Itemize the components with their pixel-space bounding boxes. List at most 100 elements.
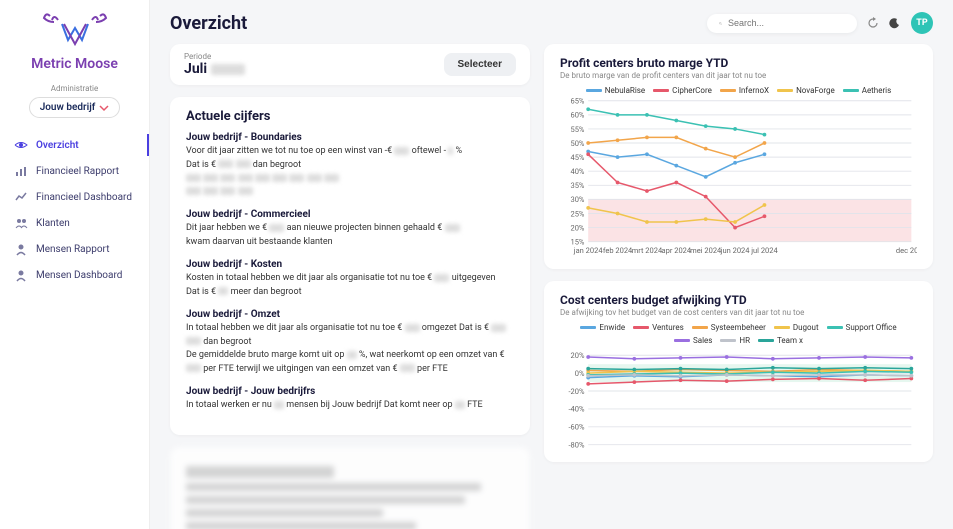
sidebar-item-financieel-dashboard[interactable]: Financieel Dashboard xyxy=(0,184,149,210)
moose-logo-icon xyxy=(40,10,110,50)
info-block: Jouw bedrijf - Commercieel Dit jaar hebbe… xyxy=(186,209,514,249)
legend-item: HR xyxy=(720,336,750,345)
svg-text:20%: 20% xyxy=(571,351,585,360)
block-title: Jouw bedrijf - Jouw bedrijfrs xyxy=(186,386,514,397)
sidebar-item-financieel-rapport[interactable]: Financieel Rapport xyxy=(0,158,149,184)
sidebar-item-overzicht[interactable]: Overzicht xyxy=(0,132,149,158)
block-title: Jouw bedrijf - Kosten xyxy=(186,259,514,270)
svg-text:feb 2024: feb 2024 xyxy=(603,246,633,255)
refresh-icon[interactable] xyxy=(867,17,879,29)
svg-text:60%: 60% xyxy=(570,111,584,120)
company-selector[interactable]: Jouw bedrijf xyxy=(29,97,121,118)
legend-item: Sales xyxy=(674,336,712,345)
select-period-button[interactable]: Selecteer xyxy=(444,53,516,76)
chart1-legend: NebulaRise CipherCore InfernoX NovaForge Aet… xyxy=(560,86,917,95)
sidebar: Metric Moose Administratie Jouw bedrijf … xyxy=(0,0,150,529)
svg-text:25%: 25% xyxy=(570,209,584,218)
svg-text:jul 2024: jul 2024 xyxy=(750,246,778,255)
person-icon xyxy=(14,242,28,256)
nav: Overzicht Financieel Rapport Financieel Da… xyxy=(0,132,149,288)
eye-icon xyxy=(14,138,28,152)
blurred-card xyxy=(170,447,530,529)
company-name: Jouw bedrijf xyxy=(40,102,96,113)
chart1-subtitle: De bruto marge van de profit centers van… xyxy=(560,71,917,80)
nav-label: Financieel Dashboard xyxy=(36,192,132,203)
chart1-title: Profit centers bruto marge YTD xyxy=(560,56,917,70)
svg-text:20%: 20% xyxy=(570,223,584,232)
chart2-subtitle: De afwijking tov het budget van de cost … xyxy=(560,308,917,317)
chevron-down-icon xyxy=(99,103,109,113)
logo: Metric Moose xyxy=(31,10,118,72)
svg-text:mrt 2024: mrt 2024 xyxy=(632,246,663,255)
dark-mode-icon[interactable] xyxy=(889,17,901,29)
sidebar-item-mensen-rapport[interactable]: Mensen Rapport xyxy=(0,236,149,262)
chart2-card: Cost centers budget afwijking YTD De afw… xyxy=(544,281,933,462)
legend-item: Team x xyxy=(758,336,803,345)
chart2-legend: EnwideVenturesSysteembeheerDugoutSupport… xyxy=(560,323,917,345)
svg-text:-60%: -60% xyxy=(568,422,585,431)
svg-text:-40%: -40% xyxy=(568,404,585,413)
svg-text:apr 2024: apr 2024 xyxy=(662,246,692,255)
svg-text:-20%: -20% xyxy=(568,387,585,396)
brand-name: Metric Moose xyxy=(31,56,118,72)
info-block: Jouw bedrijf - Omzet In totaal hebben we … xyxy=(186,309,514,376)
avatar[interactable]: TP xyxy=(911,12,933,34)
legend-item: NebulaRise xyxy=(586,86,645,95)
legend-item: Support Office xyxy=(827,323,897,332)
svg-text:-80%: -80% xyxy=(568,440,585,449)
nav-label: Mensen Rapport xyxy=(36,244,109,255)
main: Overzicht TP Periode Juli Selecteer xyxy=(150,0,953,529)
svg-text:jan 2024: jan 2024 xyxy=(573,246,604,255)
block-title: Jouw bedrijf - Boundaries xyxy=(186,132,514,143)
block-body: In totaal hebben we dit jaar als organis… xyxy=(186,322,514,376)
info-block: Jouw bedrijf - Jouw bedrijfrs In totaal w… xyxy=(186,386,514,413)
legend-item: Ventures xyxy=(633,323,684,332)
nav-label: Financieel Rapport xyxy=(36,166,119,177)
svg-text:45%: 45% xyxy=(570,153,584,162)
search-input[interactable] xyxy=(728,18,845,28)
legend-item: Systeembeheer xyxy=(692,323,766,332)
block-body: Voor dit jaar zitten we tot nu toe op ee… xyxy=(186,145,514,199)
svg-text:65%: 65% xyxy=(570,97,584,106)
topbar: Overzicht TP xyxy=(150,0,953,38)
block-title: Jouw bedrijf - Omzet xyxy=(186,309,514,320)
block-title: Jouw bedrijf - Commercieel xyxy=(186,209,514,220)
search-icon xyxy=(719,18,722,29)
svg-text:35%: 35% xyxy=(570,181,584,190)
info-block: Jouw bedrijf - Boundaries Voor dit jaar z… xyxy=(186,132,514,199)
svg-text:mei 2024: mei 2024 xyxy=(690,246,722,255)
legend-item: CipherCore xyxy=(653,86,712,95)
block-body: In totaal werken er nu mensen bij Jouw b… xyxy=(186,399,514,413)
period-card: Periode Juli Selecteer xyxy=(170,44,530,85)
svg-text:50%: 50% xyxy=(570,139,584,148)
period-label: Periode xyxy=(184,52,245,61)
block-body: Dit jaar hebben we € aan nieuwe projecte… xyxy=(186,222,514,249)
person-icon xyxy=(14,268,28,282)
sidebar-item-klanten[interactable]: Klanten xyxy=(0,210,149,236)
sidebar-item-mensen-dashboard[interactable]: Mensen Dashboard xyxy=(0,262,149,288)
svg-text:55%: 55% xyxy=(570,125,584,134)
nav-label: Overzicht xyxy=(36,140,79,151)
legend-item: Aetheris xyxy=(843,86,892,95)
users-icon xyxy=(14,216,28,230)
period-value: Juli xyxy=(184,61,245,77)
block-body: Kosten in totaal hebben we dit jaar als … xyxy=(186,272,514,299)
legend-item: InfernoX xyxy=(720,86,769,95)
search-box[interactable] xyxy=(707,14,857,33)
admin-label: Administratie xyxy=(51,84,99,93)
actuele-card: Actuele cijfers Jouw bedrijf - Boundarie… xyxy=(170,97,530,435)
line-icon xyxy=(14,190,28,204)
chart1: 15%20%25%30%35%40%45%50%55%60%65%jan 202… xyxy=(560,97,917,257)
svg-text:0%: 0% xyxy=(575,369,585,378)
nav-label: Mensen Dashboard xyxy=(36,270,122,281)
nav-label: Klanten xyxy=(36,218,70,229)
bars-icon xyxy=(14,164,28,178)
chart2: 20% 0% -20% -40% -60% -80% xyxy=(560,347,917,450)
legend-item: NovaForge xyxy=(777,86,835,95)
actuele-title: Actuele cijfers xyxy=(186,109,514,124)
svg-text:40%: 40% xyxy=(570,167,584,176)
svg-text:30%: 30% xyxy=(570,195,584,204)
page-title: Overzicht xyxy=(170,13,247,34)
chart1-card: Profit centers bruto marge YTD De bruto … xyxy=(544,44,933,269)
info-block: Jouw bedrijf - Kosten Kosten in totaal he… xyxy=(186,259,514,299)
